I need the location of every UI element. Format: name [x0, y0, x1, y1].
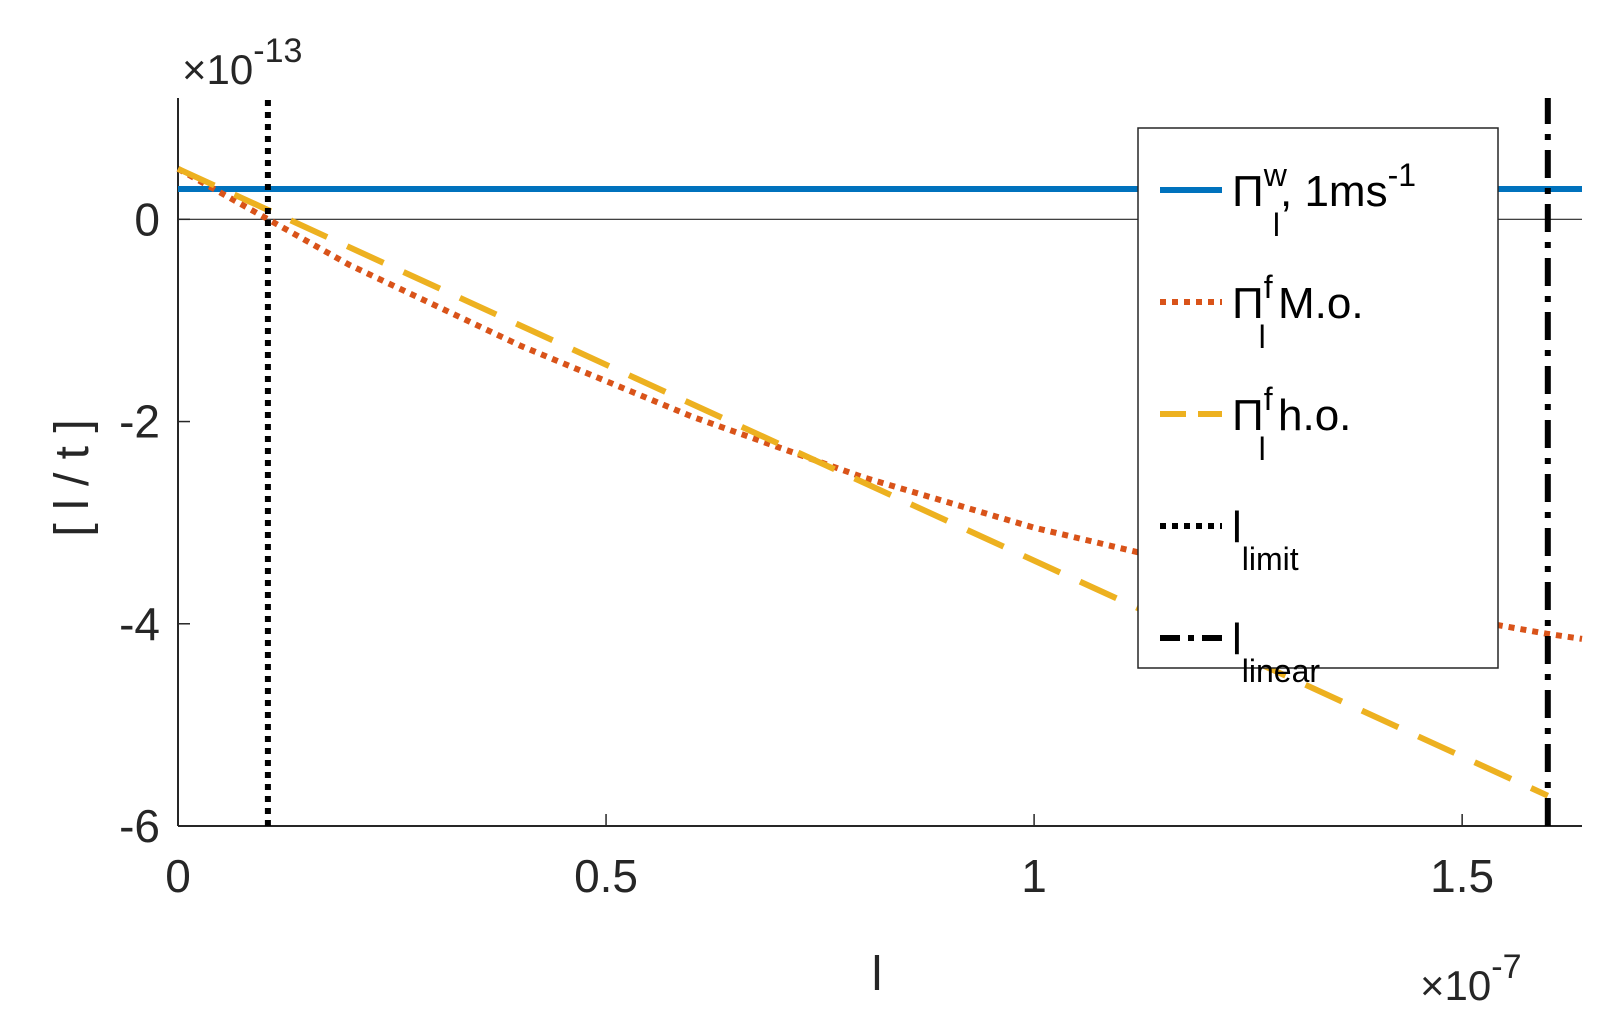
- legend-symbol: l: [1232, 503, 1242, 552]
- legend-superscript: w: [1263, 157, 1288, 193]
- x-ticks: 0 0.5 1 1.5: [165, 814, 1494, 902]
- y-multiplier: ×10: [182, 46, 253, 93]
- x-multiplier: ×10: [1420, 962, 1491, 1009]
- legend-symbol: Π: [1232, 391, 1264, 440]
- x-exponent-label: ×10-7: [1420, 948, 1521, 1009]
- legend-tail: M.o.: [1266, 279, 1364, 328]
- legend-subscript: l: [1273, 207, 1280, 243]
- legend-symbol: Π: [1232, 167, 1264, 216]
- legend-box: [1137, 127, 1499, 669]
- legend-label-pi_f_ho: Πf l h.o.: [1232, 381, 1351, 467]
- legend-label-l_limit: llimit: [1232, 503, 1299, 577]
- x-exponent: -7: [1491, 948, 1521, 986]
- legend-symbol: Π: [1232, 279, 1264, 328]
- series-line-pi_f_ho: [176, 166, 1550, 799]
- legend-superscript: f: [1264, 381, 1273, 417]
- y-exponent-label: ×10-13: [182, 32, 302, 93]
- legend-label-pi_w: Πw l, 1ms-1: [1232, 157, 1416, 243]
- legend-tail: , 1ms: [1280, 167, 1388, 216]
- x-tick-label: 0.5: [574, 850, 638, 902]
- legend-label-l_linear: llinear: [1232, 615, 1320, 689]
- legend-subscript: l: [1259, 319, 1266, 355]
- x-tick-label: 1.5: [1430, 850, 1494, 902]
- x-tick-label: 0: [165, 850, 191, 902]
- y-exponent: -13: [253, 32, 302, 70]
- y-axis-label: [ l / t ]: [46, 419, 99, 536]
- legend-superscript: f: [1264, 269, 1273, 305]
- x-tick-label: 1: [1021, 850, 1047, 902]
- legend-tail: h.o.: [1266, 391, 1352, 440]
- legend-subscript: limit: [1242, 541, 1299, 577]
- legend-label-pi_f_mo: Πf l M.o.: [1232, 269, 1364, 355]
- x-axis-label: l: [872, 948, 883, 1001]
- legend-subscript: linear: [1242, 653, 1321, 689]
- y-ticks: 0 -2 -4 -6: [119, 193, 190, 852]
- y-tick-label: -4: [119, 598, 160, 650]
- legend-tail-superscript: -1: [1388, 157, 1416, 193]
- legend-symbol: l: [1232, 615, 1242, 664]
- y-tick-label: -6: [119, 800, 160, 852]
- legend-subscript: l: [1259, 431, 1266, 467]
- y-tick-label: 0: [134, 193, 160, 245]
- y-tick-label: -2: [119, 396, 160, 448]
